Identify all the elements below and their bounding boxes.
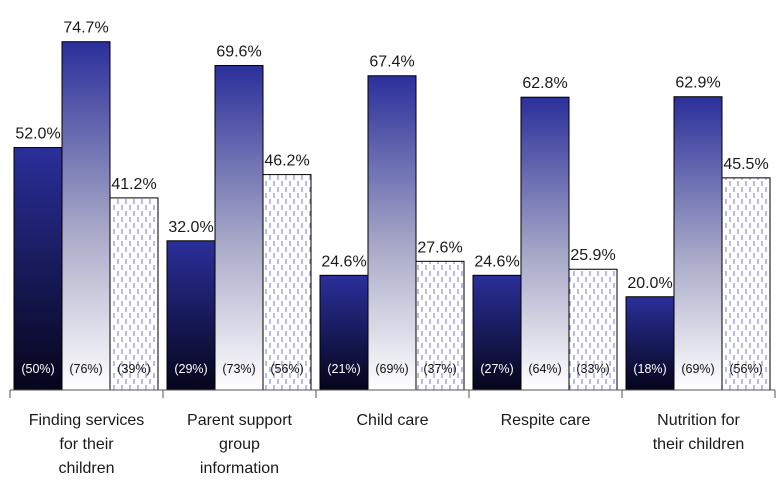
bar-4-2 [520,96,570,391]
value-label-5-1: 20.0% [627,275,672,292]
sub-label-2-2: (73%) [222,362,255,376]
value-label-2-1: 32.0% [168,219,213,236]
category-label-3: Child care [356,412,428,429]
category-labels: Finding services for their children Parent … [29,412,745,477]
value-label-4-3: 25.9% [570,247,615,264]
sub-label-1-2: (76%) [69,362,102,376]
bar-4-3 [568,268,618,391]
value-label-4-1: 24.6% [474,253,519,270]
value-label-4-2: 62.8% [522,75,567,92]
value-label-1-1: 52.0% [15,126,60,143]
sub-label-2-3: (56%) [270,362,303,376]
bar-3-1 [319,274,369,391]
sub-label-5-2: (69%) [681,362,714,376]
labels-layer: 52.0% (50%) 74.7% (76%) 41.2% (39%) 32.0% (29%)… [15,20,768,376]
ticks-layer [9,390,776,398]
sub-label-1-1: (50%) [21,362,54,376]
value-label-5-3: 45.5% [723,156,768,173]
value-label-3-3: 27.6% [417,239,462,256]
category-label-1: Finding services for their children [29,412,145,477]
bars-layer [13,41,771,391]
bar-2-1 [166,240,216,391]
category-label-5: Nutrition for their children [653,412,745,453]
value-label-2-3: 46.2% [264,153,309,170]
bar-2-2 [214,64,264,391]
sub-label-3-2: (69%) [375,362,408,376]
sub-label-1-3: (39%) [117,362,150,376]
sub-label-4-1: (27%) [480,362,513,376]
sub-label-4-3: (33%) [576,362,609,376]
bar-5-2 [673,96,723,391]
value-label-1-2: 74.7% [63,20,108,37]
value-label-5-2: 62.9% [675,75,720,92]
value-label-3-1: 24.6% [321,253,366,270]
bar-3-3 [415,260,465,391]
sub-label-2-1: (29%) [174,362,207,376]
value-label-1-3: 41.2% [111,176,156,193]
sub-label-3-1: (21%) [327,362,360,376]
sub-label-4-2: (64%) [528,362,561,376]
bar-2-3 [262,174,312,391]
sub-label-5-3: (56%) [729,362,762,376]
sub-label-3-3: (37%) [423,362,456,376]
category-label-2: Parent support group information [187,412,293,477]
bar-1-3 [109,197,159,391]
value-label-2-2: 69.6% [216,43,261,60]
bar-1-1 [13,147,63,391]
value-label-3-2: 67.4% [369,54,414,71]
bar-5-1 [625,296,675,391]
bar-5-3 [721,177,771,391]
bar-1-2 [61,41,111,391]
bar-3-2 [367,75,417,391]
category-label-4: Respite care [501,412,591,429]
sub-label-5-1: (18%) [633,362,666,376]
